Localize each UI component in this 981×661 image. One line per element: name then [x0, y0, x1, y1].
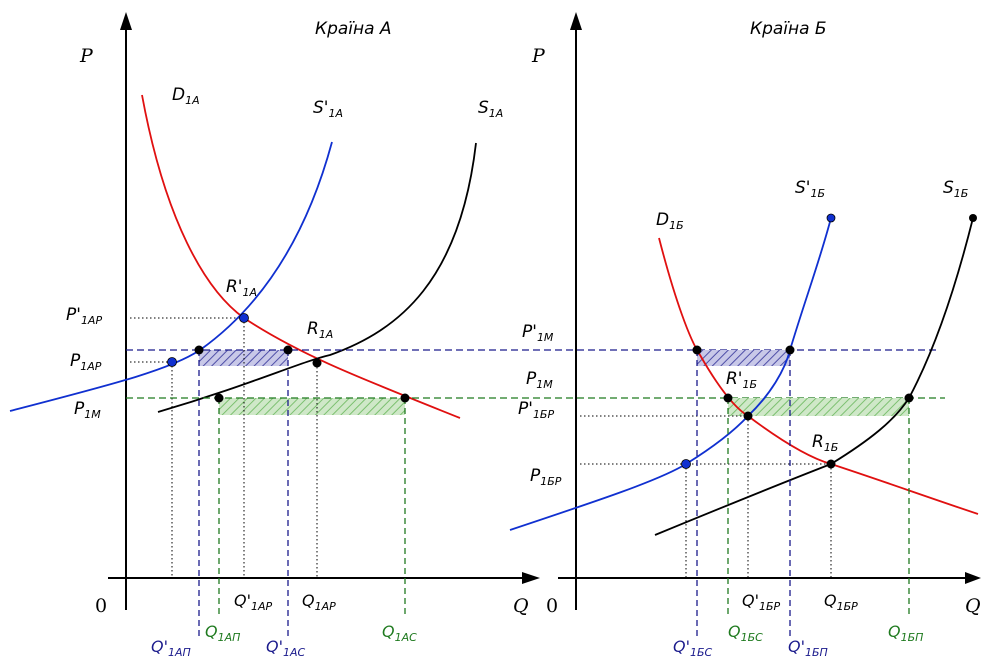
- p-axis-label-b: P: [531, 45, 546, 67]
- demand-curve-a: [141, 94, 461, 419]
- q-axis-label-a: Q: [513, 595, 529, 617]
- origin-label-a: 0: [95, 595, 107, 617]
- shortage-area-b: [728, 398, 909, 416]
- guides-b: [580, 415, 832, 578]
- supply-prime-label-b: S'1Б: [795, 178, 825, 200]
- point-a1: [194, 345, 204, 355]
- point-p1ap-supply: [167, 357, 177, 367]
- surplus-area-b: [697, 350, 790, 366]
- q-axis-b-arrow: [965, 572, 981, 584]
- price-label-b-3: P1БР: [530, 466, 562, 488]
- qty-label-a-5: Q1AC: [382, 622, 417, 644]
- panel-country-a: P Q 0 Країна А: [9, 12, 945, 659]
- panel-title-a: Країна А: [315, 19, 392, 39]
- r-label-b: R1Б: [812, 432, 838, 454]
- qty-label-b-5: Q1БП: [888, 622, 923, 644]
- point-b2: [785, 345, 795, 355]
- supply-label-a: S1A: [478, 98, 503, 120]
- p-axis-a-arrow: [120, 12, 132, 30]
- price-label-b-1: P1M: [526, 369, 553, 391]
- demand-curve-b: [658, 237, 979, 515]
- qty-label-b-1: Q1БР: [824, 591, 858, 613]
- r-prime-label-a: R'1A: [226, 277, 257, 299]
- point-b1: [692, 345, 702, 355]
- point-r-1a: [312, 358, 322, 368]
- point-r-prime-1b: [743, 411, 753, 421]
- point-b4: [904, 393, 914, 403]
- surplus-area-a: [219, 398, 405, 415]
- panel-title-b: Країна Б: [750, 19, 827, 39]
- p-axis-b-arrow: [570, 12, 582, 30]
- q-axis-a-arrow: [522, 572, 540, 584]
- qty-label-a-4: Q'1AC: [266, 637, 306, 659]
- price-label-b-0: P'1M: [522, 322, 554, 344]
- qty-label-b-0: Q'1БР: [742, 591, 781, 613]
- r-prime-label-b: R'1Б: [726, 369, 757, 391]
- price-label-b-2: P'1БР: [518, 399, 554, 421]
- point-r-prime-1a: [239, 313, 249, 323]
- price-label-a-0: P'1AP: [66, 305, 102, 327]
- supply-curve-b: [654, 217, 974, 536]
- q-axis-label-b: Q: [965, 595, 981, 617]
- p-axis-label-a: P: [79, 45, 94, 67]
- r-label-a: R1A: [307, 319, 333, 341]
- origin-label-b: 0: [546, 595, 558, 617]
- price-label-a-2: P1M: [74, 399, 101, 421]
- qty-label-a-0: Q'1AP: [234, 591, 273, 613]
- qty-label-a-1: Q1AP: [302, 591, 336, 613]
- point-p1bp-supply: [681, 459, 691, 469]
- demand-label-a: D1A: [172, 85, 200, 107]
- point-s-end: [969, 214, 977, 222]
- qty-label-b-2: Q'1БС: [673, 637, 713, 659]
- point-r-1b: [826, 459, 836, 469]
- demand-label-b: D1Б: [656, 210, 684, 232]
- qty-label-a-2: Q'1AП: [151, 637, 191, 659]
- point-b3: [723, 393, 733, 403]
- price-label-a-1: P1AP: [70, 351, 102, 373]
- point-a3: [214, 393, 224, 403]
- qty-label-b-4: Q'1БП: [788, 637, 828, 659]
- supply-label-b: S1Б: [943, 178, 968, 200]
- point-a2: [283, 345, 293, 355]
- point-s-prime-end: [826, 213, 836, 223]
- qty-label-b-3: Q1БС: [728, 622, 763, 644]
- supply-prime-label-a: S'1A: [313, 98, 343, 120]
- point-a4: [400, 393, 410, 403]
- panel-country-b: P Q 0 Країна Б: [509, 12, 981, 659]
- qty-label-a-3: Q1AП: [205, 622, 240, 644]
